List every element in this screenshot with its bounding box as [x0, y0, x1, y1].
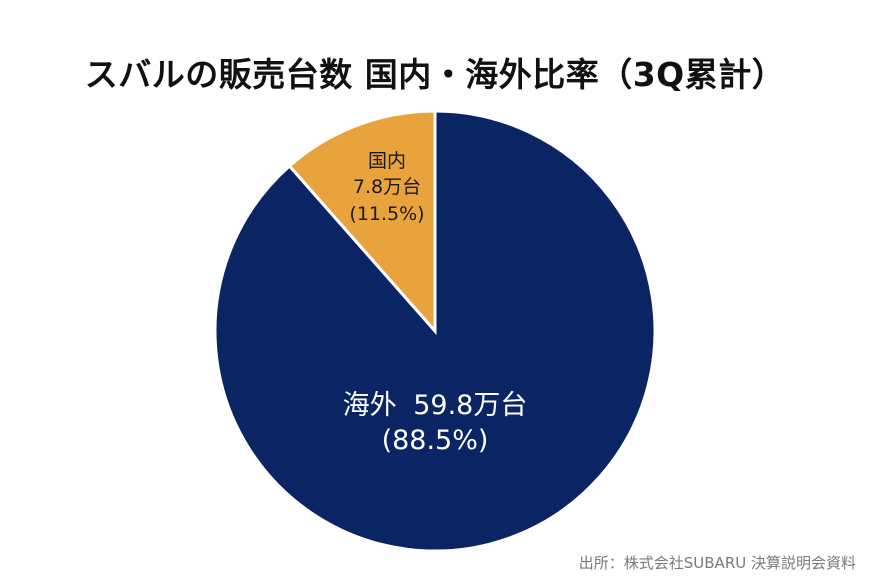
pie-slice-domestic [287, 109, 437, 335]
slice-label-domestic-value: 7.8万台 [353, 176, 421, 198]
slice-label-overseas-percent: (88.5%) [382, 425, 489, 456]
slice-label-domestic-percent: (11.5%) [349, 203, 424, 225]
source-note: 出所：株式会社SUBARU 決算説明会資料 [578, 554, 856, 572]
slice-label-overseas: 海外 59.8万台 [343, 390, 528, 421]
slice-label-overseas-value: 59.8万台 [413, 390, 527, 421]
chart-title: スバルの販売台数 国内・海外比率（3Q累計） [84, 55, 786, 94]
slice-label-overseas-name: 海外 [343, 390, 397, 421]
slice-label-domestic-name: 国内 [368, 150, 406, 172]
